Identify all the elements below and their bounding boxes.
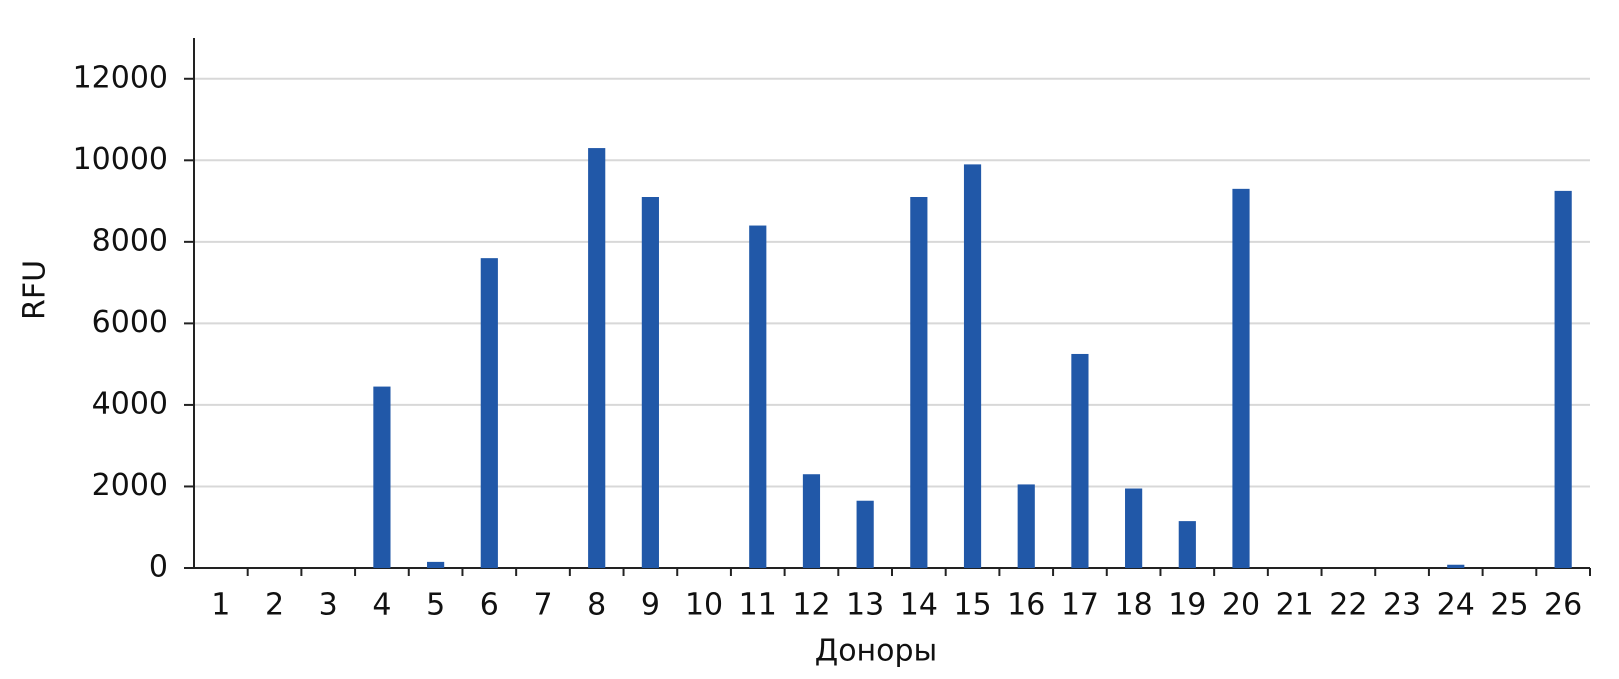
x-tick-label: 4 [372,588,391,623]
x-tick-label: 8 [587,588,606,623]
x-tick-label: 18 [1115,588,1153,623]
x-tick-label: 7 [533,588,552,623]
bar [1232,188,1250,568]
bar [1554,190,1572,568]
bar [1017,484,1035,568]
bar [588,148,606,569]
x-axis-label: Доноры [815,634,938,669]
y-tick-label: 4000 [92,386,168,421]
x-tick-label: 10 [685,588,723,623]
x-tick-label: 19 [1168,588,1206,623]
y-tick-label: 0 [149,550,168,585]
bar [373,386,391,568]
x-tick-label: 22 [1329,588,1367,623]
bar [427,561,445,568]
x-tick-label: 26 [1544,588,1582,623]
x-tick-label: 20 [1222,588,1260,623]
bar [910,197,928,568]
x-tick-label: 25 [1490,588,1528,623]
x-tick-label: 9 [641,588,660,623]
x-tick-label: 6 [480,588,499,623]
bar [963,164,982,568]
x-tick-label: 15 [953,588,991,623]
bar [1178,521,1196,568]
y-tick-label: 2000 [92,468,168,503]
x-tick-label: 14 [900,588,938,623]
bar [1447,564,1465,568]
x-tick-label: 12 [792,588,830,623]
x-tick-label: 13 [846,588,884,623]
x-tick-label: 1 [211,588,230,623]
bar [1071,353,1089,568]
bar [641,197,659,568]
y-tick-label: 6000 [92,305,168,340]
y-tick-label: 8000 [92,223,168,258]
y-tick-label: 12000 [73,60,168,95]
bar [802,474,821,568]
bar [749,225,767,569]
x-tick-label: 11 [739,588,777,623]
bar [480,258,498,568]
bar [1125,488,1143,568]
x-tick-label: 5 [426,588,445,623]
y-axis-label: RFU [18,260,53,320]
x-tick-label: 2 [265,588,284,623]
x-tick-label: 16 [1007,588,1045,623]
x-tick-label: 17 [1061,588,1099,623]
x-tick-label: 3 [319,588,338,623]
x-tick-label: 23 [1383,588,1421,623]
x-tick-label: 24 [1437,588,1475,623]
x-tick-label: 21 [1276,588,1314,623]
bar [856,500,874,568]
y-tick-label: 10000 [73,142,168,177]
